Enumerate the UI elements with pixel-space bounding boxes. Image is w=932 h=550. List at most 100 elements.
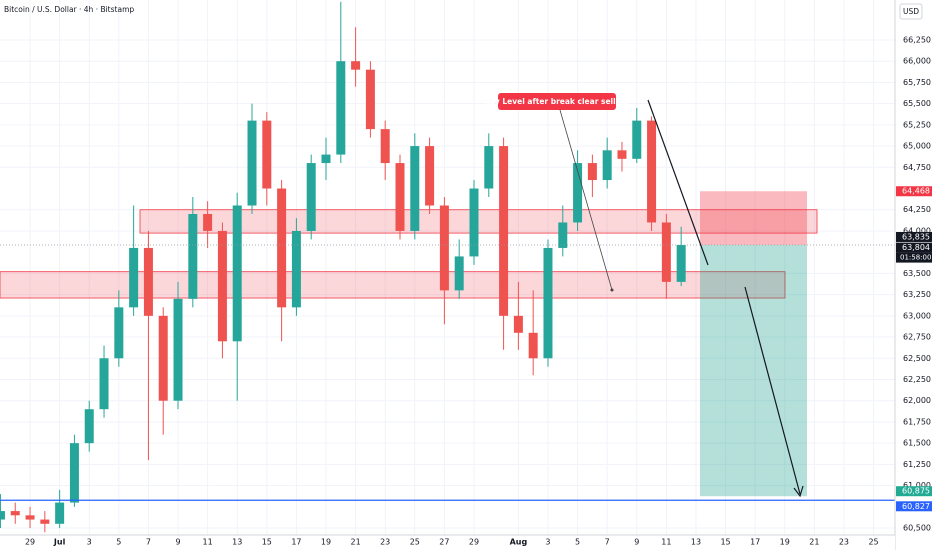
candle-body [573,163,583,223]
candle-body [558,222,568,248]
candle-body [217,230,227,342]
trend-line [647,99,709,266]
annotation-text: key Level after break clear selling [485,97,629,106]
y-tick-label: 63,250 [903,290,931,299]
candle-body [439,205,449,291]
x-tick-label: Jul [53,538,66,547]
x-tick-label: 13 [691,538,701,547]
y-tick-label: 65,500 [903,99,931,108]
candle-body [617,150,627,159]
candle-body [84,409,94,444]
price-label: 64,468 [902,187,930,196]
x-tick-label: 13 [232,538,242,547]
x-tick-label: 17 [291,538,301,547]
candle-body [99,358,109,410]
x-tick-label: 21 [351,538,361,547]
stop-box [700,191,807,245]
candle-body [484,146,494,189]
y-tick-label: 61,250 [903,460,931,469]
candle-body [336,61,346,155]
x-tick-label: 9 [634,538,639,547]
annotation-box [498,93,616,110]
y-tick-label: 63,000 [903,311,931,320]
x-tick-label: 21 [809,538,819,547]
price-axis [895,0,932,550]
x-tick-label: 23 [839,538,849,547]
candle-body [647,120,657,223]
candle-body [587,163,597,181]
candle-body [277,188,287,308]
y-tick-label: 61,500 [903,439,931,448]
candle-body [365,69,375,130]
candle-body [513,315,523,333]
x-tick-label: 7 [605,538,610,547]
candle-body [454,256,464,291]
price-label: 60,875 [902,487,930,496]
x-tick-label: 15 [720,538,730,547]
candle-body [661,222,671,282]
y-tick-label: 64,000 [903,226,931,235]
candle-body [10,511,20,516]
chart-title: Bitcoin / U.S. Dollar · 4h · Bitstamp [4,5,134,14]
candle-body [40,519,50,524]
candle-body [321,154,331,164]
candle-body [676,244,686,282]
annotation-pointer [559,109,613,291]
time-axis [0,535,895,550]
x-tick-label: 29 [25,538,35,547]
candle-body [306,163,316,231]
y-tick-label: 63,500 [903,269,931,278]
x-tick-label: 25 [868,538,878,547]
y-tick-label: 64,750 [903,163,931,172]
x-tick-label: 9 [175,538,180,547]
price-label-bg [896,186,932,197]
price-label-bg [896,501,932,512]
currency-button[interactable] [899,3,923,20]
x-tick-label: 23 [380,538,390,547]
y-tick-label: 65,750 [903,78,931,87]
candle-body [528,332,538,359]
projection-arrow [744,286,801,495]
candle-body [262,120,272,189]
candle-body [543,247,553,359]
candle-body [143,247,153,316]
candle-body [410,146,420,231]
axis-labels: 66,250 66,000 65,750 65,500 65,250 65,000 64,7… [25,35,932,547]
candle-body [69,443,79,503]
annotation-dot [610,288,614,292]
candle-body [188,213,198,299]
x-tick-label: Aug [510,538,528,547]
currency[interactable]: USD [903,7,919,16]
price-label: 60,827 [902,502,930,511]
candle-body [203,213,213,231]
x-tick-label: 17 [750,538,760,547]
price-label-bg [896,231,932,242]
countdown-bg [896,252,932,263]
candle-body [602,150,612,181]
candle-body [469,188,479,257]
price-label-bg [896,486,932,497]
candle-body [395,163,405,231]
candle-body [632,120,642,159]
x-tick-label: 7 [146,538,151,547]
y-tick-label: 64,250 [903,205,931,214]
y-tick-label: 62,000 [903,396,931,405]
x-tick-label: 19 [321,538,331,547]
x-tick-label: 27 [439,538,449,547]
candle-body [25,515,35,520]
x-tick-label: 5 [116,538,121,547]
candle-body [158,315,168,401]
countdown: 01:58:00 [900,254,931,262]
candle-body [247,120,257,206]
x-tick-label: 3 [545,538,550,547]
x-tick-label: 25 [410,538,420,547]
candles [0,1,686,533]
y-tick-label: 61,000 [903,481,931,490]
candle-body [55,502,65,524]
y-tick-label: 62,500 [903,354,931,363]
x-tick-label: 19 [780,538,790,547]
y-tick-label: 62,750 [903,333,931,342]
x-tick-label: 11 [661,538,671,547]
